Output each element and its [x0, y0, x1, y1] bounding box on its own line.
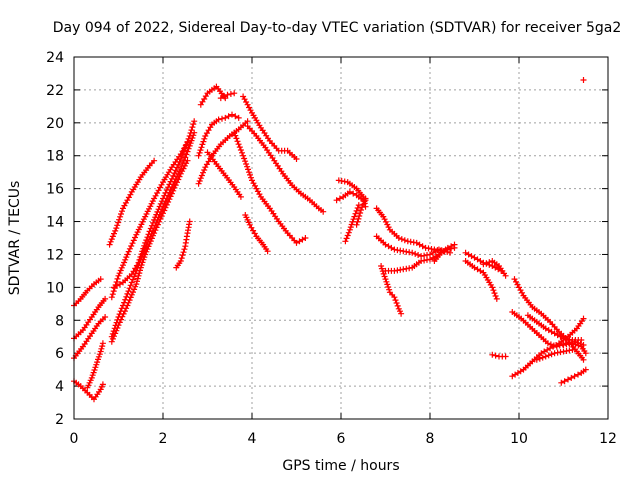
series-track-13 — [197, 83, 229, 108]
series-markers-track-17 — [240, 93, 300, 162]
series-track-12 — [195, 111, 242, 159]
series-track-18 — [244, 123, 327, 215]
series-track-17 — [240, 93, 300, 162]
series-markers-track-31 — [462, 258, 500, 302]
series-track-23 — [342, 202, 362, 245]
series-track-14 — [217, 90, 238, 102]
y-tick-label-6: 14 — [46, 215, 64, 231]
y-tick-label-0: 2 — [55, 412, 64, 428]
y-tick-label-9: 20 — [46, 116, 64, 132]
series-track-40 — [560, 340, 589, 357]
series-track-38 — [533, 346, 576, 363]
series-markers-track-41 — [580, 77, 587, 83]
y-tick-label-1: 4 — [55, 379, 64, 395]
series-track-41 — [580, 77, 587, 83]
chart-title: Day 094 of 2022, Sidereal Day-to-day VTE… — [53, 20, 622, 36]
series-track-28 — [378, 263, 405, 317]
series-track-25 — [373, 205, 447, 255]
series-track-24 — [353, 195, 369, 228]
series-markers-track-16 — [204, 149, 244, 200]
series-track-7 — [108, 139, 191, 301]
x-tick-label-1: 2 — [159, 431, 168, 447]
x-tick-label-3: 6 — [337, 431, 346, 447]
y-tick-label-10: 22 — [46, 83, 64, 99]
series-track-35 — [509, 309, 587, 350]
series-track-9 — [111, 118, 198, 291]
series-track-15 — [195, 118, 251, 187]
series-markers-track-33 — [489, 351, 509, 360]
series-markers-track-25 — [373, 205, 447, 255]
series-markers-track-6 — [106, 157, 158, 248]
data-series — [71, 77, 589, 403]
series-line-track-6 — [108, 160, 155, 246]
series-track-11 — [173, 218, 193, 271]
series-markers-track-12 — [195, 111, 242, 159]
series-markers-track-4 — [71, 378, 106, 403]
x-axis-label: GPS time / hours — [282, 458, 399, 474]
series-track-6 — [106, 157, 158, 248]
series-markers-track-23 — [342, 202, 362, 245]
y-tick-label-4: 10 — [46, 280, 64, 296]
x-tick-label-5: 10 — [510, 431, 528, 447]
series-track-22 — [333, 188, 369, 204]
series-markers-track-1 — [71, 276, 104, 309]
grid — [74, 57, 608, 419]
y-tick-label-5: 12 — [46, 247, 64, 263]
series-track-32 — [480, 258, 509, 279]
series-track-1 — [71, 276, 104, 309]
series-markers-track-32 — [480, 258, 509, 279]
y-tick-label-2: 6 — [55, 346, 64, 362]
series-markers-track-38 — [533, 346, 576, 363]
series-markers-track-11 — [173, 218, 193, 271]
series-track-19 — [231, 129, 309, 246]
y-tick-label-3: 8 — [55, 313, 64, 329]
x-tick-label-4: 8 — [426, 431, 435, 447]
series-markers-track-40 — [560, 340, 589, 357]
series-markers-track-29 — [431, 244, 458, 264]
series-markers-track-22 — [333, 188, 369, 204]
x-tick-label-6: 12 — [599, 431, 617, 447]
series-markers-track-18 — [244, 123, 327, 215]
series-track-31 — [462, 258, 500, 302]
series-markers-track-24 — [353, 195, 369, 228]
series-track-4 — [71, 378, 106, 403]
x-tick-label-2: 4 — [248, 431, 257, 447]
series-track-10 — [108, 157, 191, 345]
series-markers-track-7 — [108, 139, 191, 301]
series-track-20 — [242, 212, 271, 255]
series-markers-track-5 — [84, 340, 106, 391]
series-markers-track-14 — [217, 90, 238, 102]
series-markers-track-28 — [378, 263, 405, 317]
series-markers-track-9 — [111, 118, 198, 291]
series-track-16 — [204, 149, 244, 200]
series-markers-track-39 — [558, 366, 589, 386]
y-tick-label-7: 16 — [46, 182, 64, 198]
plot-frame — [73, 56, 609, 420]
y-tick-label-8: 18 — [46, 149, 64, 165]
series-track-29 — [431, 244, 458, 264]
series-track-5 — [84, 340, 106, 391]
series-markers-track-10 — [108, 157, 191, 345]
series-markers-track-19 — [231, 129, 309, 246]
y-tick-label-11: 24 — [46, 50, 64, 66]
series-track-39 — [558, 366, 589, 386]
series-markers-track-20 — [242, 212, 271, 255]
series-markers-track-35 — [509, 309, 587, 350]
series-line-track-18 — [246, 125, 324, 213]
series-track-33 — [489, 351, 509, 360]
series-markers-track-13 — [197, 83, 229, 108]
x-tick-label-0: 0 — [70, 431, 79, 447]
y-axis-label: SDTVAR / TECUs — [7, 181, 23, 296]
